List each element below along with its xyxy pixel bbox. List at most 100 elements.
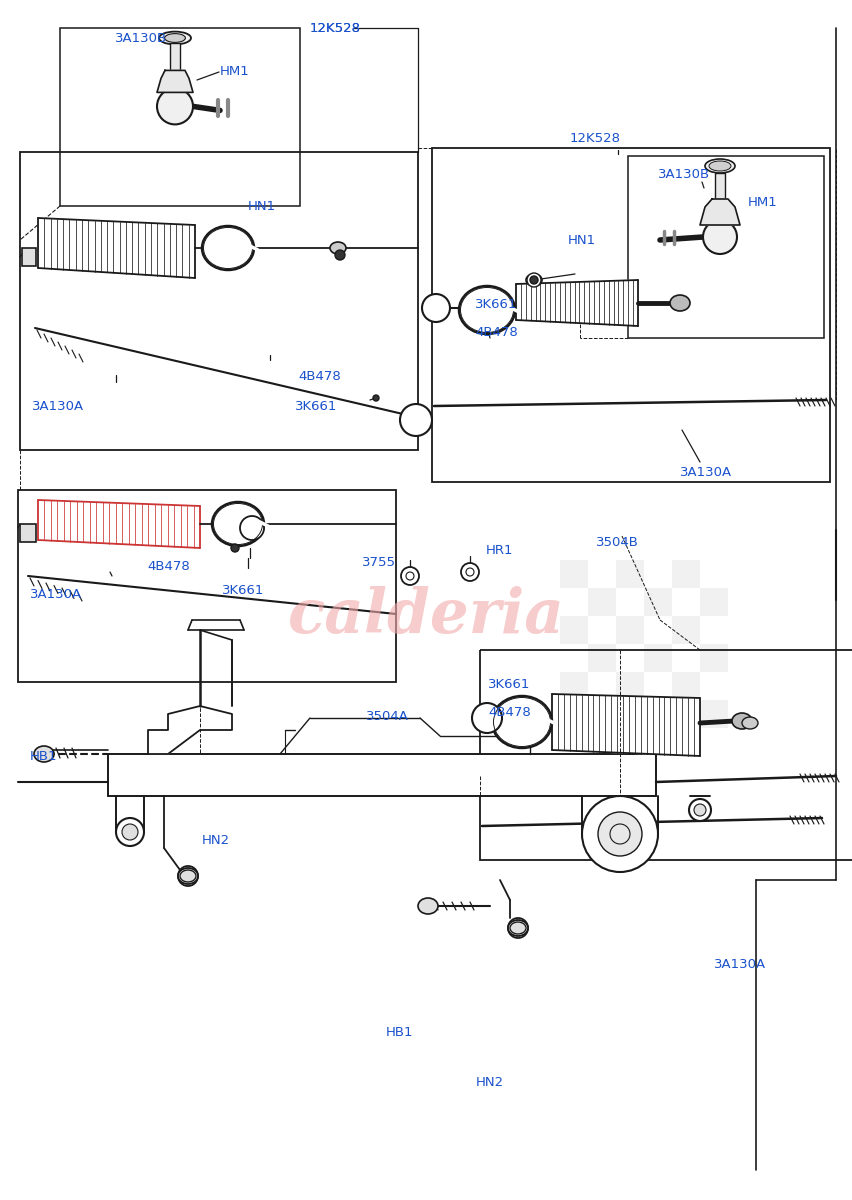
Text: HN2: HN2	[202, 834, 230, 847]
Text: HB1: HB1	[30, 750, 57, 763]
Circle shape	[508, 918, 528, 938]
Ellipse shape	[459, 286, 515, 334]
Ellipse shape	[526, 274, 542, 286]
Text: 12K528: 12K528	[570, 132, 621, 145]
Bar	[616, 672, 644, 700]
Text: HN2: HN2	[476, 1076, 504, 1090]
Bar	[616, 616, 644, 644]
Text: HM1: HM1	[748, 196, 778, 209]
Bar	[108, 754, 656, 796]
Circle shape	[373, 395, 379, 401]
Circle shape	[231, 544, 239, 552]
Text: calderia: calderia	[288, 586, 564, 646]
Ellipse shape	[689, 799, 711, 821]
Bar	[644, 588, 672, 616]
Text: HN1: HN1	[568, 234, 596, 247]
Circle shape	[703, 220, 737, 254]
Text: 4B478: 4B478	[298, 370, 341, 383]
Ellipse shape	[709, 161, 731, 170]
Bar	[480, 650, 852, 860]
Text: 3A130A: 3A130A	[714, 958, 766, 971]
Text: 3K661: 3K661	[488, 678, 531, 691]
Text: 4B478: 4B478	[488, 706, 531, 719]
Ellipse shape	[694, 804, 706, 816]
Text: HM1: HM1	[220, 65, 250, 78]
Ellipse shape	[510, 922, 526, 934]
Text: 3504B: 3504B	[596, 536, 639, 550]
Bar	[644, 644, 672, 672]
Ellipse shape	[116, 818, 144, 846]
Bar	[170, 43, 180, 72]
Bar	[20, 152, 418, 450]
Ellipse shape	[178, 868, 198, 884]
Ellipse shape	[492, 696, 552, 748]
Text: 3A130A: 3A130A	[680, 466, 732, 479]
Polygon shape	[38, 218, 195, 278]
Ellipse shape	[122, 824, 138, 840]
Ellipse shape	[705, 158, 735, 173]
Circle shape	[401, 566, 419, 584]
Ellipse shape	[670, 295, 690, 311]
Bar	[560, 672, 588, 700]
Text: 4B478: 4B478	[475, 326, 518, 338]
Circle shape	[335, 250, 345, 260]
Bar	[672, 672, 700, 700]
Ellipse shape	[732, 713, 752, 728]
Bar	[22, 248, 36, 266]
Bar	[616, 560, 644, 588]
Bar	[20, 524, 36, 542]
Circle shape	[240, 516, 264, 540]
Circle shape	[582, 796, 658, 872]
Text: 12K528: 12K528	[310, 22, 361, 35]
Ellipse shape	[34, 746, 54, 762]
Ellipse shape	[418, 898, 438, 914]
Text: 3K661: 3K661	[222, 584, 264, 596]
Polygon shape	[700, 199, 740, 226]
Bar	[628, 156, 824, 338]
Circle shape	[422, 294, 450, 322]
Text: HB1: HB1	[386, 1026, 413, 1039]
Polygon shape	[552, 694, 700, 756]
Circle shape	[157, 89, 193, 125]
Text: 3A130B: 3A130B	[115, 32, 167, 44]
Bar	[588, 588, 616, 616]
Bar	[60, 28, 300, 206]
Bar	[560, 560, 588, 588]
Ellipse shape	[180, 870, 196, 882]
Bar	[18, 490, 396, 682]
Ellipse shape	[202, 226, 254, 270]
Bar	[432, 148, 830, 482]
Ellipse shape	[508, 920, 528, 936]
Text: HN1: HN1	[248, 200, 276, 214]
Bar	[700, 644, 728, 672]
Ellipse shape	[330, 242, 346, 254]
Polygon shape	[157, 71, 193, 92]
Text: 3A130B: 3A130B	[658, 168, 710, 181]
Bar	[588, 700, 616, 728]
Text: 3K661: 3K661	[475, 298, 517, 311]
Circle shape	[598, 812, 642, 856]
Bar	[700, 700, 728, 728]
Circle shape	[400, 404, 432, 436]
Text: 3A130A: 3A130A	[32, 400, 84, 413]
Circle shape	[461, 563, 479, 581]
Text: 3504A: 3504A	[366, 710, 409, 722]
Text: HR1: HR1	[486, 544, 514, 557]
Polygon shape	[148, 706, 232, 754]
Circle shape	[530, 276, 538, 284]
Ellipse shape	[159, 31, 191, 44]
Polygon shape	[516, 280, 638, 326]
Bar	[672, 616, 700, 644]
Bar	[644, 700, 672, 728]
Text: 12K528: 12K528	[310, 22, 361, 35]
Ellipse shape	[164, 34, 186, 42]
Text: 3755: 3755	[362, 556, 396, 569]
Bar	[588, 644, 616, 672]
Circle shape	[527, 272, 541, 287]
Circle shape	[178, 866, 198, 886]
Text: 3A130A: 3A130A	[30, 588, 82, 601]
Bar	[560, 616, 588, 644]
Bar	[700, 588, 728, 616]
Ellipse shape	[212, 502, 264, 546]
Bar	[715, 173, 725, 199]
